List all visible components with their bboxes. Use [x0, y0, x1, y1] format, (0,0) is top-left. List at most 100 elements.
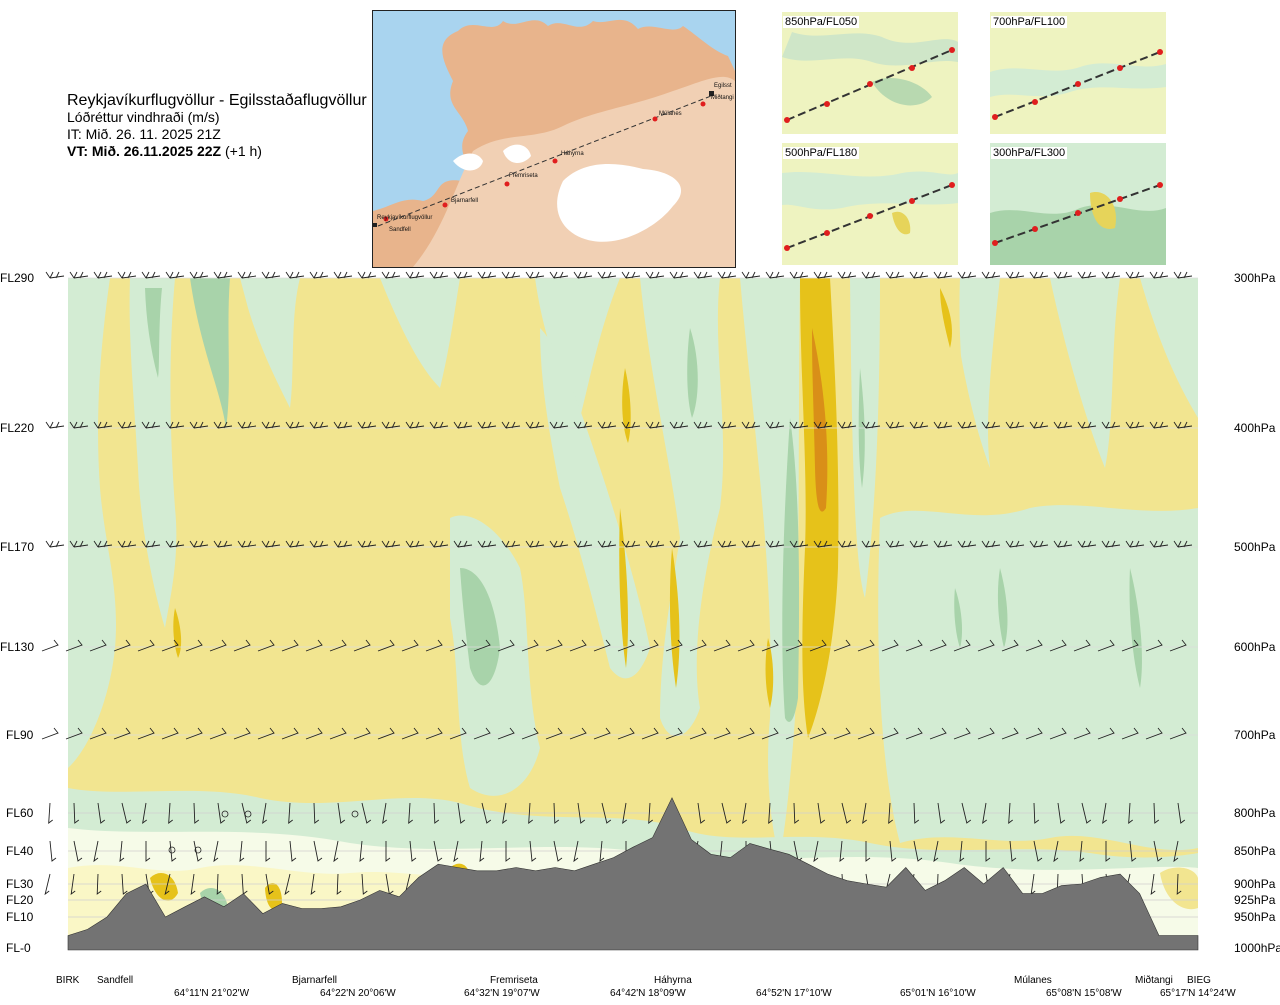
- wind-barb: [885, 540, 905, 548]
- wind-barb: [641, 727, 659, 740]
- wind-barb: [577, 802, 586, 824]
- wind-barb: [377, 639, 395, 652]
- wind-barb: [209, 639, 227, 652]
- wind-barb: [837, 271, 857, 279]
- thumbnail-500hpa-svg: [782, 143, 958, 265]
- route-title: Reykjavíkurflugvöllur - Egilsstaðaflugvö…: [67, 92, 367, 109]
- wind-barb: [93, 840, 99, 863]
- vertical-section-chart: FL290 FL220 FL170 FL130 FL90 FL60 FL40 FL30 FL20…: [0, 271, 1280, 955]
- wind-barb: [1145, 727, 1163, 740]
- wind-barb: [309, 421, 329, 429]
- fl-label: FL170: [0, 540, 34, 554]
- coordinate-label: 64°22'N 20°06'W: [320, 988, 396, 999]
- fl-label: FL220: [0, 421, 34, 435]
- wind-barb: [981, 421, 1001, 429]
- wind-barb: [809, 639, 827, 652]
- wind-barb: [865, 841, 871, 862]
- wind-barb: [905, 727, 923, 740]
- wind-barb: [768, 802, 773, 824]
- wind-barb: [1101, 540, 1121, 548]
- fl-label: FL290: [0, 271, 34, 285]
- wind-barb: [433, 802, 440, 824]
- wind-barb: [1129, 840, 1137, 862]
- wind-barb: [1145, 639, 1163, 652]
- flight-level-labels: FL290 FL220 FL170 FL130 FL90 FL60 FL40 FL30 FL20…: [0, 271, 34, 955]
- wind-barb: [1125, 540, 1145, 548]
- wind-barb: [521, 727, 539, 740]
- wind-barb: [861, 540, 881, 548]
- wind-barb: [261, 271, 281, 279]
- waypoint-label: Bjarnarfell: [292, 975, 338, 986]
- wind-barb: [597, 421, 617, 429]
- thumbnail-300hpa[interactable]: 300hPa/FL300: [990, 143, 1166, 265]
- wind-barb: [73, 802, 80, 824]
- wind-barb: [357, 271, 377, 279]
- wind-barb: [977, 727, 995, 740]
- wind-barb: [933, 271, 953, 279]
- wind-barb: [209, 727, 227, 740]
- wind-barb: [333, 840, 339, 863]
- wind-barb: [1150, 873, 1156, 896]
- wind-barb: [309, 271, 329, 279]
- wind-barb: [329, 639, 347, 652]
- fl-label: FL10: [6, 910, 34, 924]
- wind-barb: [93, 271, 113, 279]
- wind-barb: [329, 727, 347, 740]
- thumbnail-label: 850hPa/FL050: [783, 16, 860, 28]
- fl-label: FL90: [6, 728, 34, 742]
- wind-barb: [361, 802, 372, 824]
- wind-barb: [313, 802, 320, 824]
- hpa-label: 850hPa: [1234, 844, 1276, 858]
- wind-barb: [545, 639, 563, 652]
- wind-barb: [44, 873, 51, 896]
- wind-barb: [213, 271, 233, 279]
- wind-barb: [237, 540, 257, 548]
- route-map: Egilsst Miðtangi Múlanes Háhyrna Fremris…: [372, 10, 736, 268]
- wind-barb: [888, 802, 893, 824]
- fl-label: FL40: [6, 844, 34, 858]
- thumbnail-850hpa[interactable]: 850hPa/FL050: [782, 12, 958, 134]
- wind-barb: [665, 727, 683, 740]
- wind-barb: [285, 421, 305, 429]
- waypoint-label: Sandfell: [97, 975, 134, 986]
- wind-barb: [569, 639, 587, 652]
- wind-barb: [913, 840, 923, 862]
- wind-barb: [65, 727, 83, 740]
- wind-barb: [549, 421, 569, 429]
- wind-barb: [1049, 727, 1067, 740]
- wind-barb: [453, 840, 459, 863]
- wind-barb: [361, 873, 368, 895]
- wind-barb: [69, 271, 89, 279]
- wind-barb: [1009, 840, 1017, 862]
- wind-barb: [1053, 271, 1073, 279]
- thumbnail-500hpa[interactable]: 500hPa/FL180: [782, 143, 958, 265]
- wind-barb: [981, 271, 1001, 279]
- wind-barb: [881, 639, 899, 652]
- wind-barb: [1128, 802, 1133, 824]
- wind-barb: [889, 840, 897, 862]
- wind-barb: [785, 639, 803, 652]
- svg-text:Egilsst: Egilsst: [714, 83, 732, 89]
- wind-barb: [141, 271, 161, 279]
- wind-barb: [309, 540, 329, 548]
- wind-barb: [501, 421, 521, 429]
- wind-barb: [862, 802, 867, 825]
- wind-barb: [765, 271, 785, 279]
- wind-barb: [93, 421, 113, 429]
- wind-barb: [477, 271, 497, 279]
- wind-barb: [97, 802, 106, 824]
- wind-barb: [837, 421, 857, 429]
- thumbnail-700hpa[interactable]: 700hPa/FL100: [990, 12, 1166, 134]
- wind-barb: [553, 840, 563, 862]
- wind-barb: [669, 540, 689, 548]
- wind-barb: [617, 727, 635, 740]
- wind-barb: [1025, 727, 1043, 740]
- wind-barb: [161, 727, 179, 740]
- wind-barb: [69, 421, 89, 429]
- wind-barb: [909, 271, 929, 279]
- wind-barb: [353, 639, 371, 652]
- wind-barb: [885, 421, 905, 429]
- wind-barb: [457, 802, 466, 824]
- wind-barb: [137, 639, 155, 652]
- wind-barb: [1105, 841, 1111, 862]
